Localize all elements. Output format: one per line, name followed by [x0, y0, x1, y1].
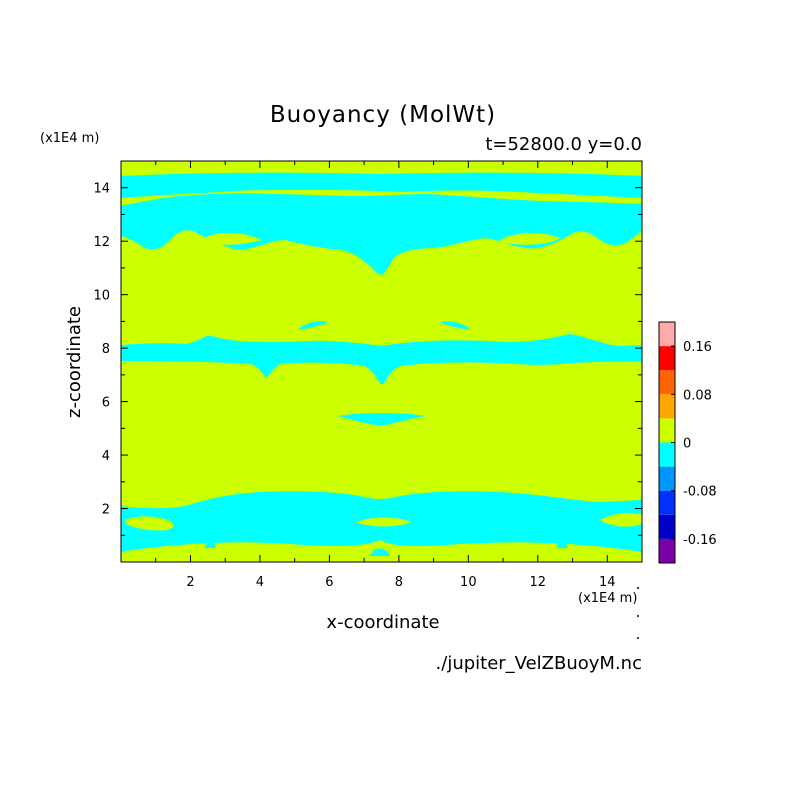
- chart-title: Buoyancy (MolWt): [270, 102, 496, 128]
- y-tick-label: 2: [102, 503, 110, 518]
- y-axis-title: z-coordinate: [64, 306, 85, 418]
- x-axis-title: x-coordinate: [326, 612, 439, 633]
- colorbar-swatch: [659, 466, 675, 491]
- positive-lens-bottom-1: [125, 516, 174, 531]
- x-tick-label: 4: [256, 575, 264, 590]
- negative-dot-bottom-2: [556, 542, 568, 548]
- positive-lens-upper-1: [204, 232, 262, 245]
- negative-region-middle: [121, 334, 642, 384]
- negative-dot-bottom-1: [204, 542, 216, 548]
- source-file-label: ./jupiter_VelZBuoyM.nc: [436, 653, 642, 674]
- positive-lens-upper-3: [265, 253, 290, 261]
- contour-field: [121, 161, 642, 562]
- chart-subtitle: t=52800.0 y=0.0: [485, 134, 642, 155]
- colorbar-tick-label: -0.16: [683, 533, 717, 548]
- x-tick-label: 14: [599, 575, 616, 590]
- colorbar-swatch: [659, 538, 675, 563]
- positive-lens-bottom-2: [600, 512, 642, 527]
- y-axis: 2 4 6 8 10 12 14: [93, 182, 642, 536]
- y-tick-label: 4: [102, 449, 110, 464]
- negative-wisp-left: [298, 321, 328, 330]
- colorbar: 0.16 0.08 0 -0.08 -0.16: [658, 321, 717, 564]
- negative-bubble-bottom: [370, 548, 390, 556]
- y-tick-label: 12: [93, 235, 110, 250]
- colorbar-swatch: [659, 418, 675, 443]
- tick-mark-dot: [637, 615, 639, 617]
- colorbar-swatch: [659, 322, 675, 347]
- y-tick-label: 14: [93, 182, 110, 197]
- y-tick-label: 6: [102, 396, 110, 411]
- x-tick-label: 10: [460, 575, 477, 590]
- colorbar-tick-label: -0.08: [683, 485, 717, 500]
- x-tick-label: 6: [325, 575, 333, 590]
- plot-frame: [120, 160, 643, 563]
- x-unit-label: (x1E4 m): [578, 591, 637, 606]
- colorbar-swatch: [659, 394, 675, 419]
- y-tick-label: 10: [93, 289, 110, 304]
- tick-mark-dot: [637, 637, 639, 639]
- colorbar-swatch: [659, 490, 675, 515]
- positive-lens-upper-4: [470, 253, 498, 261]
- y-unit-label: (x1E4 m): [40, 131, 99, 146]
- negative-lens-middle: [338, 413, 425, 426]
- negative-wisp-right: [440, 321, 470, 330]
- negative-region-top: [121, 172, 642, 198]
- positive-lens-upper-2: [500, 232, 560, 245]
- positive-lens-bottom-3: [355, 517, 412, 527]
- colorbar-swatch: [659, 346, 675, 371]
- x-axis: 2 4 6 8 10 12 14: [155, 161, 616, 590]
- x-tick-label: 8: [395, 575, 403, 590]
- colorbar-swatch: [659, 514, 675, 539]
- colorbar-swatch: [659, 442, 675, 467]
- colorbar-swatch: [659, 370, 675, 395]
- tick-mark-dot: [637, 587, 639, 589]
- colorbar-tick-label: 0.16: [683, 340, 712, 355]
- x-tick-label: 12: [530, 575, 547, 590]
- colorbar-tick-label: 0: [683, 437, 691, 452]
- negative-region-upper: [121, 193, 642, 275]
- x-tick-label: 2: [186, 575, 194, 590]
- y-tick-label: 8: [102, 342, 110, 357]
- colorbar-tick-label: 0.08: [683, 388, 712, 403]
